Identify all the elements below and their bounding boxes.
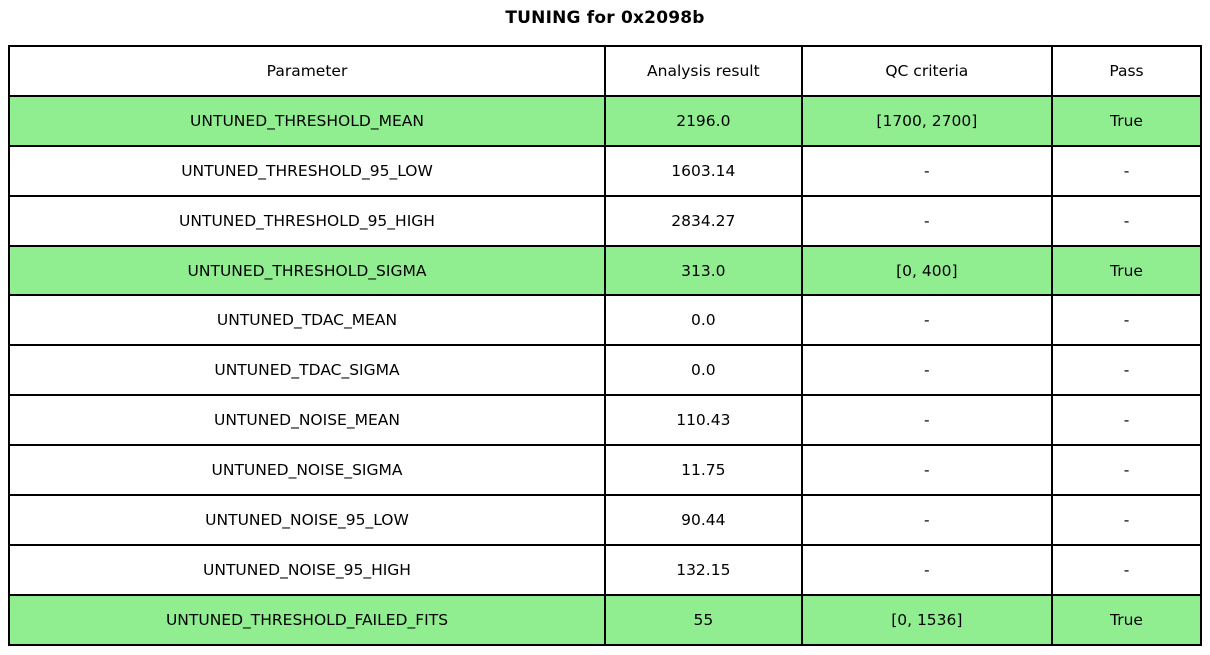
cell-pass: -	[1050, 194, 1203, 247]
cell-pass: -	[1050, 444, 1203, 497]
cell-parameter: UNTUNED_THRESHOLD_FAILED_FITS	[8, 593, 606, 646]
table-header-row: Parameter Analysis result QC criteria Pa…	[8, 45, 1203, 97]
cell-parameter: UNTUNED_THRESHOLD_95_LOW	[8, 144, 606, 197]
cell-qc-criteria: -	[800, 394, 1053, 447]
table-row: UNTUNED_THRESHOLD_FAILED_FITS 55 [0, 1536]…	[8, 593, 1203, 646]
table-row: UNTUNED_THRESHOLD_95_LOW 1603.14- -	[8, 144, 1203, 197]
cell-qc-criteria: [0, 1536]	[800, 593, 1053, 646]
cell-parameter: UNTUNED_TDAC_MEAN	[8, 294, 606, 347]
cell-pass: -	[1050, 294, 1203, 347]
table-row: UNTUNED_THRESHOLD_SIGMA 313.0 [0, 400] True	[8, 244, 1203, 297]
table-row: UNTUNED_NOISE_95_HIGH 132.15- -	[8, 543, 1203, 596]
cell-analysis-result: 313.0	[604, 244, 803, 297]
cell-qc-criteria: -	[800, 494, 1053, 546]
cell-analysis-result: 55	[604, 593, 803, 646]
table-row: UNTUNED_TDAC_SIGMA 0.0- -	[8, 344, 1203, 397]
cell-parameter: UNTUNED_NOISE_95_HIGH	[8, 543, 606, 596]
cell-qc-criteria: -	[800, 543, 1053, 596]
cell-analysis-result: 1603.14	[604, 144, 803, 197]
cell-qc-criteria: -	[800, 344, 1053, 397]
cell-parameter: UNTUNED_NOISE_MEAN	[8, 394, 606, 447]
cell-pass: -	[1050, 494, 1203, 546]
cell-pass: -	[1050, 144, 1203, 197]
cell-pass: True	[1050, 244, 1203, 297]
cell-analysis-result: 0.0	[604, 294, 803, 347]
table-row: UNTUNED_NOISE_95_LOW 90.44- -	[8, 494, 1203, 546]
cell-analysis-result: 0.0	[604, 344, 803, 397]
cell-parameter: UNTUNED_THRESHOLD_95_HIGH	[8, 194, 606, 247]
cell-qc-criteria: -	[800, 144, 1053, 197]
page-title: TUNING for 0x2098b	[505, 8, 705, 28]
column-header-analysis-result: Analysis result	[604, 45, 803, 97]
cell-analysis-result: 11.75	[604, 444, 803, 497]
cell-parameter: UNTUNED_NOISE_95_LOW	[8, 494, 606, 546]
cell-qc-criteria: -	[800, 444, 1053, 497]
table-body: UNTUNED_THRESHOLD_MEAN 2196.0 [1700, 2700]…	[8, 94, 1203, 646]
cell-pass: -	[1050, 543, 1203, 596]
cell-parameter: UNTUNED_NOISE_SIGMA	[8, 444, 606, 497]
cell-qc-criteria: [0, 400]	[800, 244, 1053, 297]
cell-analysis-result: 2196.0	[604, 94, 803, 147]
cell-analysis-result: 90.44	[604, 494, 803, 546]
cell-qc-criteria: -	[800, 294, 1053, 347]
cell-parameter: UNTUNED_THRESHOLD_SIGMA	[8, 244, 606, 297]
column-header-qc-criteria: QC criteria	[800, 45, 1053, 97]
cell-analysis-result: 2834.27	[604, 194, 803, 247]
table-row: UNTUNED_TDAC_MEAN 0.0- -	[8, 294, 1203, 347]
cell-pass: -	[1050, 394, 1203, 447]
table-row: UNTUNED_THRESHOLD_MEAN 2196.0 [1700, 2700]…	[8, 94, 1203, 147]
qc-results-table: Parameter Analysis result QC criteria Pa…	[8, 45, 1203, 646]
cell-pass: True	[1050, 94, 1203, 147]
table-row: UNTUNED_NOISE_SIGMA 11.75- -	[8, 444, 1203, 497]
cell-analysis-result: 132.15	[604, 543, 803, 596]
cell-parameter: UNTUNED_THRESHOLD_MEAN	[8, 94, 606, 147]
cell-parameter: UNTUNED_TDAC_SIGMA	[8, 344, 606, 397]
cell-analysis-result: 110.43	[604, 394, 803, 447]
column-header-parameter: Parameter	[8, 45, 606, 97]
cell-pass: True	[1050, 593, 1203, 646]
table-row: UNTUNED_THRESHOLD_95_HIGH 2834.27- -	[8, 194, 1203, 247]
table-row: UNTUNED_NOISE_MEAN 110.43- -	[8, 394, 1203, 447]
cell-qc-criteria: [1700, 2700]	[800, 94, 1053, 147]
cell-pass: -	[1050, 344, 1203, 397]
cell-qc-criteria: -	[800, 194, 1053, 247]
column-header-pass: Pass	[1050, 45, 1203, 97]
